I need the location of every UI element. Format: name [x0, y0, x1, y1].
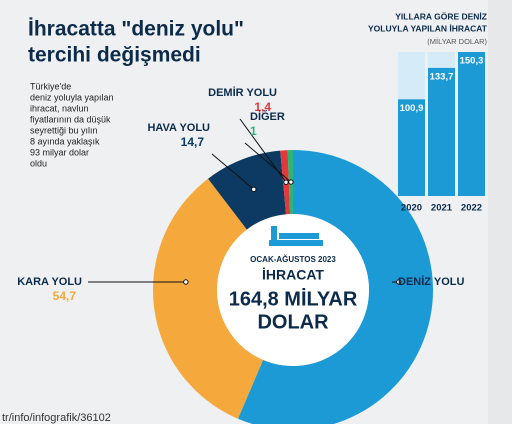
- leader-dot: [396, 279, 402, 285]
- slice-label: DEMİR YOLU: [208, 86, 277, 99]
- bar: [458, 52, 485, 196]
- slice-value: 1: [250, 124, 257, 138]
- title: İhracatta "deniz yolu": [28, 18, 244, 41]
- bar-subtitle: (MİLYAR DOLAR): [427, 37, 487, 46]
- pie-slice: [237, 150, 433, 424]
- x-tick-label: 2020: [401, 203, 422, 214]
- x-tick-label: 2022: [461, 203, 482, 214]
- intro-text: deniz yoluyla yapılan: [30, 92, 114, 102]
- intro-text: 93 milyar dolar: [30, 147, 89, 157]
- slice-value: 54,7: [53, 289, 77, 303]
- source: tr/info/infografik/36102: [2, 412, 111, 424]
- intro-text: Türkiye'de: [30, 81, 71, 91]
- leader-dot: [251, 186, 257, 193]
- bar-value: 100,9: [400, 103, 424, 114]
- edge-band: [488, 0, 512, 424]
- leader-line: [211, 153, 255, 190]
- slice-label: HAVA YOLU: [147, 122, 210, 134]
- bar-title: YOLUYLA YAPILAN İHRACAT: [368, 23, 488, 33]
- intro-text: seyrettiği bu yılın: [30, 125, 98, 135]
- ship-bridge: [271, 226, 277, 240]
- intro-text: 8 ayında yaklaşık: [30, 136, 100, 146]
- slice-label: DİĞER: [250, 110, 285, 123]
- intro-text: fiyatlarının da düşük: [30, 114, 111, 124]
- pie-slice: [152, 178, 264, 419]
- leader-dot: [283, 179, 289, 185]
- bar-value: 150,3: [460, 56, 484, 67]
- slice-value: 93: [398, 289, 412, 303]
- leader-dot: [288, 179, 294, 185]
- bar-title: YILLARA GÖRE DENİZ: [395, 11, 487, 21]
- bar: [398, 99, 425, 196]
- center-title: İHRACAT: [262, 267, 324, 283]
- leader-line: [244, 142, 292, 183]
- intro-text: ihracat, navlun: [30, 103, 89, 113]
- center-total: DOLAR: [257, 311, 329, 333]
- bar-value: 133,7: [430, 71, 454, 82]
- center-total: 164,8 MİLYAR: [229, 287, 358, 310]
- center-period: OCAK-AĞUSTOS 2023: [250, 255, 336, 264]
- slice-value: 14,7: [181, 135, 205, 149]
- pie-slice: [208, 150, 287, 230]
- leader-dot: [183, 279, 189, 285]
- slice-label: KARA YOLU: [17, 276, 82, 288]
- intro-text: oldu: [30, 158, 47, 168]
- x-tick-label: 2021: [431, 203, 453, 214]
- ship-hull: [269, 240, 323, 246]
- title: tercihi değişmedi: [28, 44, 201, 67]
- slice-label: DENİZ YOLU: [398, 275, 464, 288]
- donut-center: [217, 214, 369, 366]
- bar: [428, 67, 455, 196]
- slice-value: 1,4: [254, 100, 271, 114]
- ship-cargo: [279, 233, 319, 239]
